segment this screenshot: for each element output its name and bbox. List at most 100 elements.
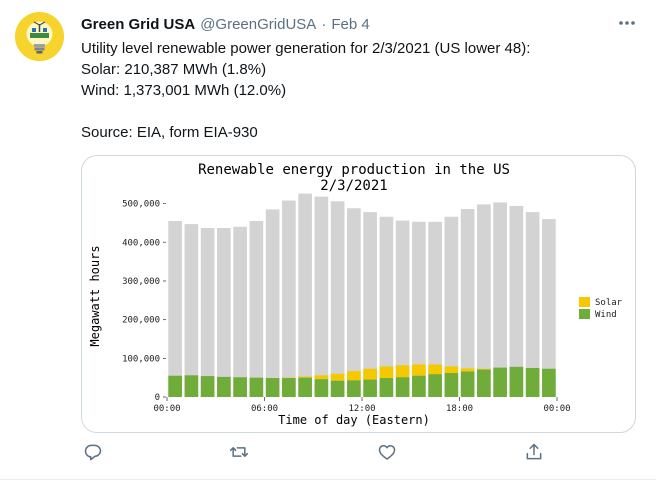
bar-total	[363, 212, 377, 397]
bar-wind	[542, 368, 556, 397]
bar-total	[493, 202, 507, 397]
tweet-text: Utility level renewable power generation…	[81, 38, 641, 143]
bar-wind	[460, 371, 475, 397]
reply-icon[interactable]	[83, 442, 103, 467]
bar-solar	[298, 376, 312, 378]
retweet-icon[interactable]	[229, 442, 249, 467]
bar-wind	[282, 378, 296, 397]
x-tick-label: 00:00	[153, 404, 180, 414]
author-handle[interactable]: @GreenGridUSA	[200, 15, 317, 33]
tweet-line-wind: Wind: 1,373,001 MWh (12.0%)	[81, 82, 287, 99]
bar-solar	[428, 364, 442, 375]
bar-wind	[314, 379, 329, 397]
bar-wind	[347, 380, 361, 397]
y-tick-label: 0	[155, 393, 160, 403]
y-tick-label: 300,000	[122, 277, 160, 287]
bar-wind	[525, 367, 540, 397]
bar-solar	[460, 368, 475, 372]
tweet-line-blank	[81, 101, 641, 122]
bar-total	[282, 200, 296, 397]
bar-solar	[444, 366, 459, 374]
bar-total	[460, 209, 475, 397]
bar-wind	[428, 374, 442, 397]
share-icon[interactable]	[524, 442, 544, 467]
x-axis-label: Time of day (Eastern)	[278, 413, 430, 427]
bar-solar	[412, 364, 426, 376]
bar-total	[184, 224, 199, 397]
bar-wind	[265, 378, 280, 397]
chart-subtitle: 2/3/2021	[320, 178, 387, 194]
more-icon[interactable]	[616, 14, 638, 32]
bar-wind	[184, 375, 199, 397]
y-axis-label: Megawatt hours	[88, 245, 102, 346]
bar-wind	[363, 379, 377, 397]
tweet-line-headline: Utility level renewable power generation…	[81, 40, 531, 57]
bar-solar	[347, 371, 361, 381]
legend: Solar Wind	[579, 297, 623, 320]
chart: Renewable energy production in the US 2/…	[88, 162, 623, 427]
bar-total	[525, 212, 540, 397]
bar-wind	[298, 377, 312, 397]
bar-wind	[477, 369, 491, 397]
bar-total	[298, 193, 312, 397]
y-tick-label: 500,000	[122, 200, 160, 210]
bar-solar	[395, 365, 410, 378]
bar-solar	[379, 366, 394, 379]
y-tick-label: 100,000	[122, 354, 160, 364]
x-ticks: 00:00 06:00 12:00 18:00 00:00	[153, 397, 571, 414]
tweet-header: Green Grid USA @GreenGridUSA · Feb 4	[81, 14, 370, 34]
author-name[interactable]: Green Grid USA	[81, 15, 196, 33]
bar-total	[347, 208, 361, 397]
bar-wind	[493, 367, 507, 397]
legend-label-solar: Solar	[595, 298, 623, 308]
bar-solar	[330, 373, 345, 381]
legend-label-wind: Wind	[595, 310, 617, 320]
bar-wind	[412, 375, 426, 397]
share-button[interactable]	[522, 442, 546, 466]
legend-swatch-solar	[579, 297, 590, 307]
bar-total	[168, 221, 182, 397]
bar-total	[379, 216, 394, 397]
y-tick-label: 200,000	[122, 316, 160, 326]
x-tick-label: 18:00	[446, 404, 473, 414]
bar-total	[412, 221, 426, 397]
tweet-actions	[81, 442, 601, 466]
heart-icon[interactable]	[377, 442, 397, 467]
bar-total	[477, 204, 491, 397]
bar-total	[428, 221, 442, 397]
tweet-media-chart[interactable]: Renewable energy production in the US 2/…	[81, 155, 636, 433]
bar-solar	[477, 368, 491, 370]
x-tick-label: 00:00	[543, 404, 570, 414]
bar-total	[249, 221, 264, 397]
bar-wind	[379, 378, 394, 397]
bar-wind	[217, 376, 231, 397]
bar-total	[395, 220, 410, 397]
bar-wind	[249, 377, 264, 397]
bar-total	[444, 216, 459, 397]
x-tick-label: 06:00	[251, 404, 278, 414]
bar-wind	[168, 375, 182, 397]
x-tick-label: 12:00	[348, 404, 375, 414]
bar-total	[233, 226, 247, 397]
bar-total	[542, 219, 556, 397]
bar-solar	[363, 368, 377, 380]
header-separator: ·	[321, 15, 327, 33]
like-button[interactable]	[375, 442, 399, 466]
y-tick-label: 400,000	[122, 238, 160, 248]
avatar[interactable]	[15, 12, 64, 61]
bar-total	[217, 227, 231, 397]
tweet-line-source: Source: EIA, form EIA-930	[81, 124, 258, 141]
bar-total	[314, 196, 329, 397]
bar-wind	[395, 377, 410, 397]
bar-total	[200, 227, 215, 397]
retweet-button[interactable]	[227, 442, 251, 466]
reply-button[interactable]	[81, 442, 105, 466]
bar-total	[330, 201, 345, 397]
bar-total	[265, 209, 280, 397]
tweet-timestamp[interactable]: Feb 4	[331, 15, 370, 33]
y-ticks: 0 100,000 200,000 300,000 400,000 500,000	[122, 200, 166, 403]
bar-wind	[444, 373, 459, 397]
chart-title: Renewable energy production in the US	[198, 162, 510, 178]
legend-swatch-wind	[579, 309, 590, 319]
